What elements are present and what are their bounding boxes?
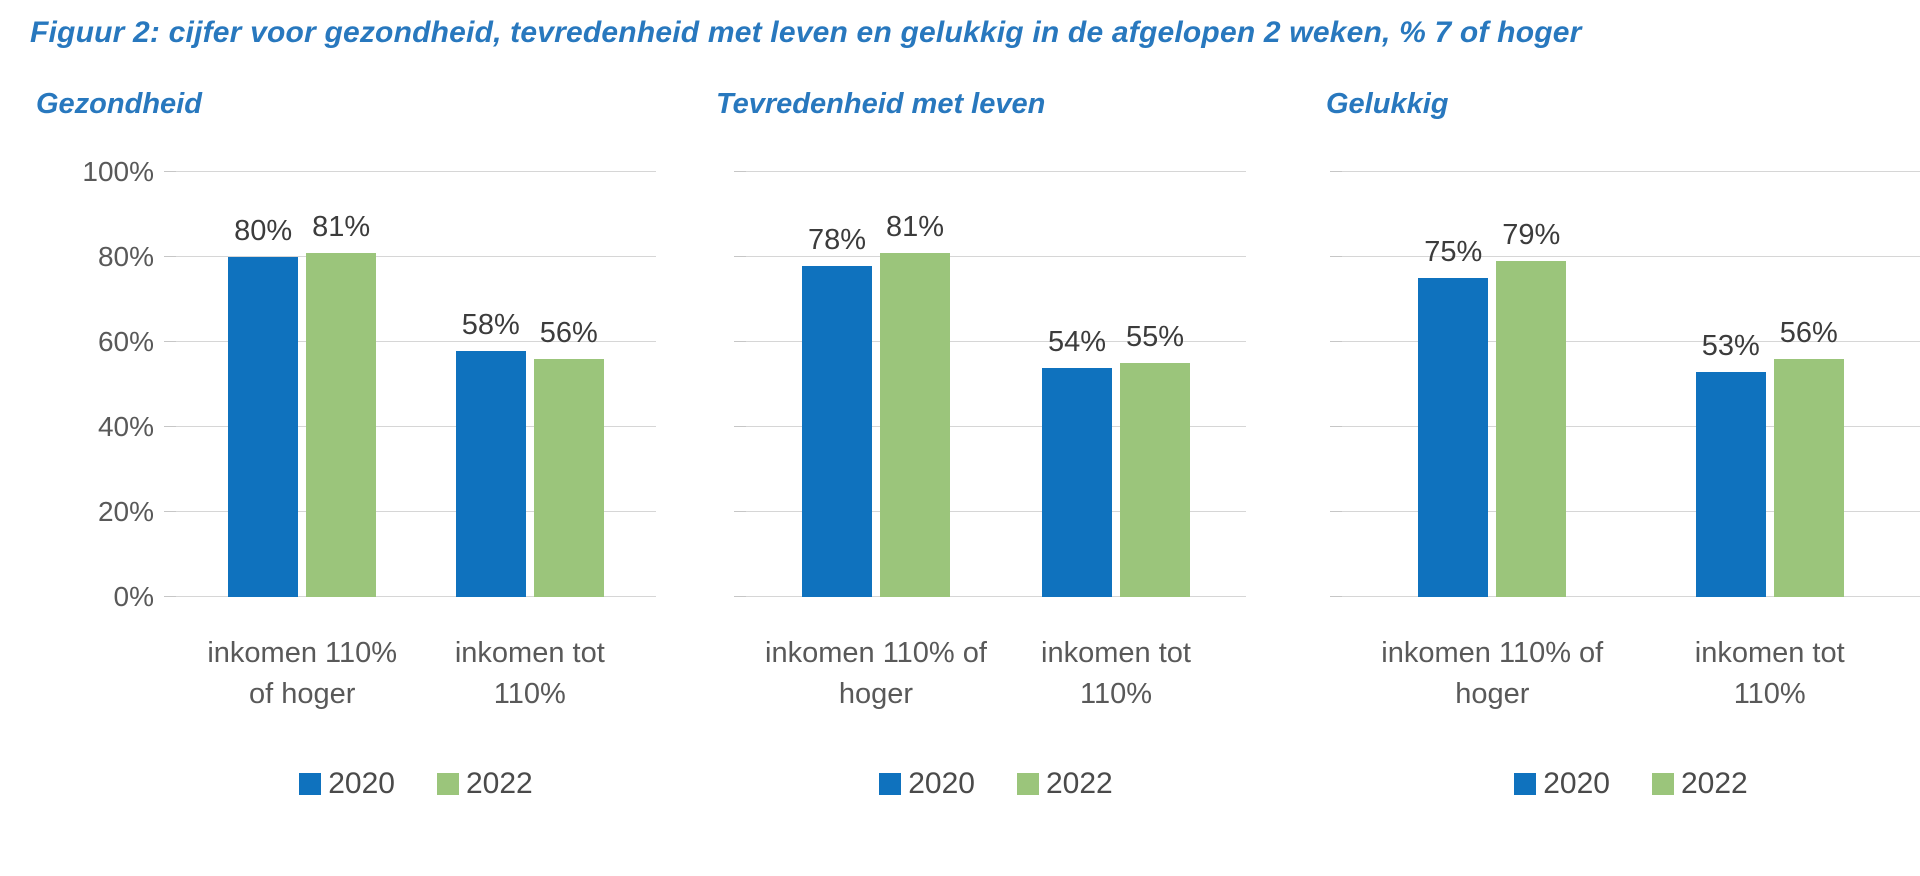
bar-2020	[1695, 371, 1766, 597]
plot-area-gezondheid: 100% 80% 60% 40% 20% 0%	[36, 156, 656, 612]
bar-2020	[228, 257, 299, 597]
gridline	[734, 596, 1246, 597]
legend-label: 2020	[908, 767, 975, 800]
plot-area-tevredenheid: 78% 81% 54%	[734, 171, 1246, 597]
legend-entry-2020: 2020	[299, 767, 395, 801]
bar-2022	[1496, 261, 1567, 597]
gridline	[734, 171, 1246, 172]
category-label: inkomen tot 110%	[1694, 637, 1845, 710]
legend-swatch-blue	[879, 773, 902, 795]
gridline	[164, 511, 656, 512]
bar-2020	[455, 350, 526, 597]
bar-2022	[880, 252, 950, 597]
gridline	[1330, 596, 1920, 597]
bar-2022	[1773, 359, 1844, 597]
bar-value-label: 55%	[1125, 321, 1185, 354]
bar-group: 54% 55%	[996, 172, 1236, 597]
y-tick-label: 100%	[82, 156, 154, 187]
y-tick-label: 80%	[97, 241, 154, 272]
x-axis-labels: inkomen 110% of hoger inkomen tot 110%	[176, 633, 656, 715]
legend-label: 2022	[1046, 767, 1113, 800]
legend-swatch-blue	[1514, 773, 1537, 795]
gridline	[1330, 341, 1920, 342]
gridline	[1330, 511, 1920, 512]
bar-value-label: 75%	[1424, 236, 1483, 269]
bar-group: 58% 56%	[416, 172, 644, 597]
chart-title-gezondheid: Gezondheid	[36, 88, 202, 120]
chart-title-tevredenheid: Tevredenheid met leven	[716, 88, 1046, 120]
legend-swatch-green	[1017, 773, 1039, 795]
bar-2022	[1120, 363, 1190, 597]
legend-label: 2020	[1543, 767, 1610, 800]
gridline	[1330, 426, 1920, 427]
chart-gezondheid: Gezondheid 100% 80% 60% 40% 20% 0%	[36, 88, 656, 801]
gridline	[734, 426, 1246, 427]
bar-value-label: 56%	[1779, 317, 1838, 349]
legend-entry-2020: 2020	[1514, 767, 1610, 801]
bar-value-label: 80%	[234, 215, 293, 247]
bar-group: 78% 81%	[756, 172, 996, 597]
category-label: inkomen 110% of hoger	[765, 637, 987, 710]
legend-entry-2022: 2022	[1652, 767, 1748, 801]
bar-2020	[802, 265, 872, 597]
x-axis-labels: inkomen 110% of hoger inkomen tot 110%	[1342, 633, 1920, 715]
bar-value-label: 56%	[539, 317, 598, 349]
gridline	[164, 256, 656, 257]
legend-swatch-blue	[299, 773, 322, 795]
legend-entry-2022: 2022	[437, 767, 533, 801]
y-axis-gezondheid: 100% 80% 60% 40% 20% 0%	[36, 156, 176, 612]
bar-2022	[306, 252, 377, 597]
category-label: inkomen 110% of hoger	[1381, 637, 1604, 710]
gridline	[734, 341, 1246, 342]
y-tick-label: 0%	[113, 581, 154, 612]
y-tick-label: 60%	[97, 326, 154, 357]
bar-2022	[533, 359, 604, 597]
legend: 2020 2022	[1342, 767, 1920, 801]
gridline	[1330, 256, 1920, 257]
bar-value-label: 53%	[1701, 329, 1760, 362]
category-label: inkomen tot 110%	[1041, 637, 1191, 710]
bar-2020	[1042, 367, 1112, 597]
gridline	[164, 171, 656, 172]
chart-title-gelukkig: Gelukkig	[1326, 88, 1449, 120]
legend-label: 2022	[466, 767, 533, 800]
bar-value-label: 54%	[1047, 325, 1107, 358]
charts-row: Gezondheid 100% 80% 60% 40% 20% 0%	[0, 88, 1920, 801]
legend-swatch-green	[437, 773, 459, 795]
gridline	[164, 426, 656, 427]
bar-group: 75% 79%	[1354, 172, 1631, 597]
legend-label: 2022	[1681, 767, 1748, 800]
bar-value-label: 79%	[1502, 219, 1561, 252]
bar-value-label: 58%	[461, 308, 520, 341]
category-label: inkomen tot 110%	[454, 637, 605, 710]
plot-area-gelukkig: 75% 79% 53%	[1330, 171, 1920, 597]
bar-group: 53% 56%	[1631, 172, 1908, 597]
bar-2020	[1418, 278, 1489, 597]
legend-label: 2020	[328, 767, 395, 800]
gridline	[164, 341, 656, 342]
bar-value-label: 81%	[885, 210, 945, 243]
legend-swatch-green	[1652, 773, 1674, 795]
legend: 2020 2022	[746, 767, 1246, 801]
gridline	[734, 256, 1246, 257]
figure-title: Figuur 2: cijfer voor gezondheid, tevred…	[30, 16, 1582, 49]
gridline	[734, 511, 1246, 512]
chart-gelukkig: Gelukkig 75%	[1326, 88, 1920, 801]
legend-entry-2022: 2022	[1017, 767, 1113, 801]
bar-value-label: 81%	[312, 210, 371, 243]
category-label: inkomen 110% of hoger	[207, 637, 398, 710]
gridline	[1330, 171, 1920, 172]
legend-entry-2020: 2020	[879, 767, 975, 801]
legend: 2020 2022	[176, 767, 656, 801]
x-axis-labels: inkomen 110% of hoger inkomen tot 110%	[746, 633, 1246, 715]
bar-group: 80% 81%	[188, 172, 416, 597]
y-tick-label: 40%	[97, 411, 154, 442]
gridline	[164, 596, 656, 597]
chart-tevredenheid: Tevredenheid met leven 78%	[716, 88, 1246, 801]
bar-value-label: 78%	[807, 223, 867, 256]
y-tick-label: 20%	[97, 496, 154, 527]
